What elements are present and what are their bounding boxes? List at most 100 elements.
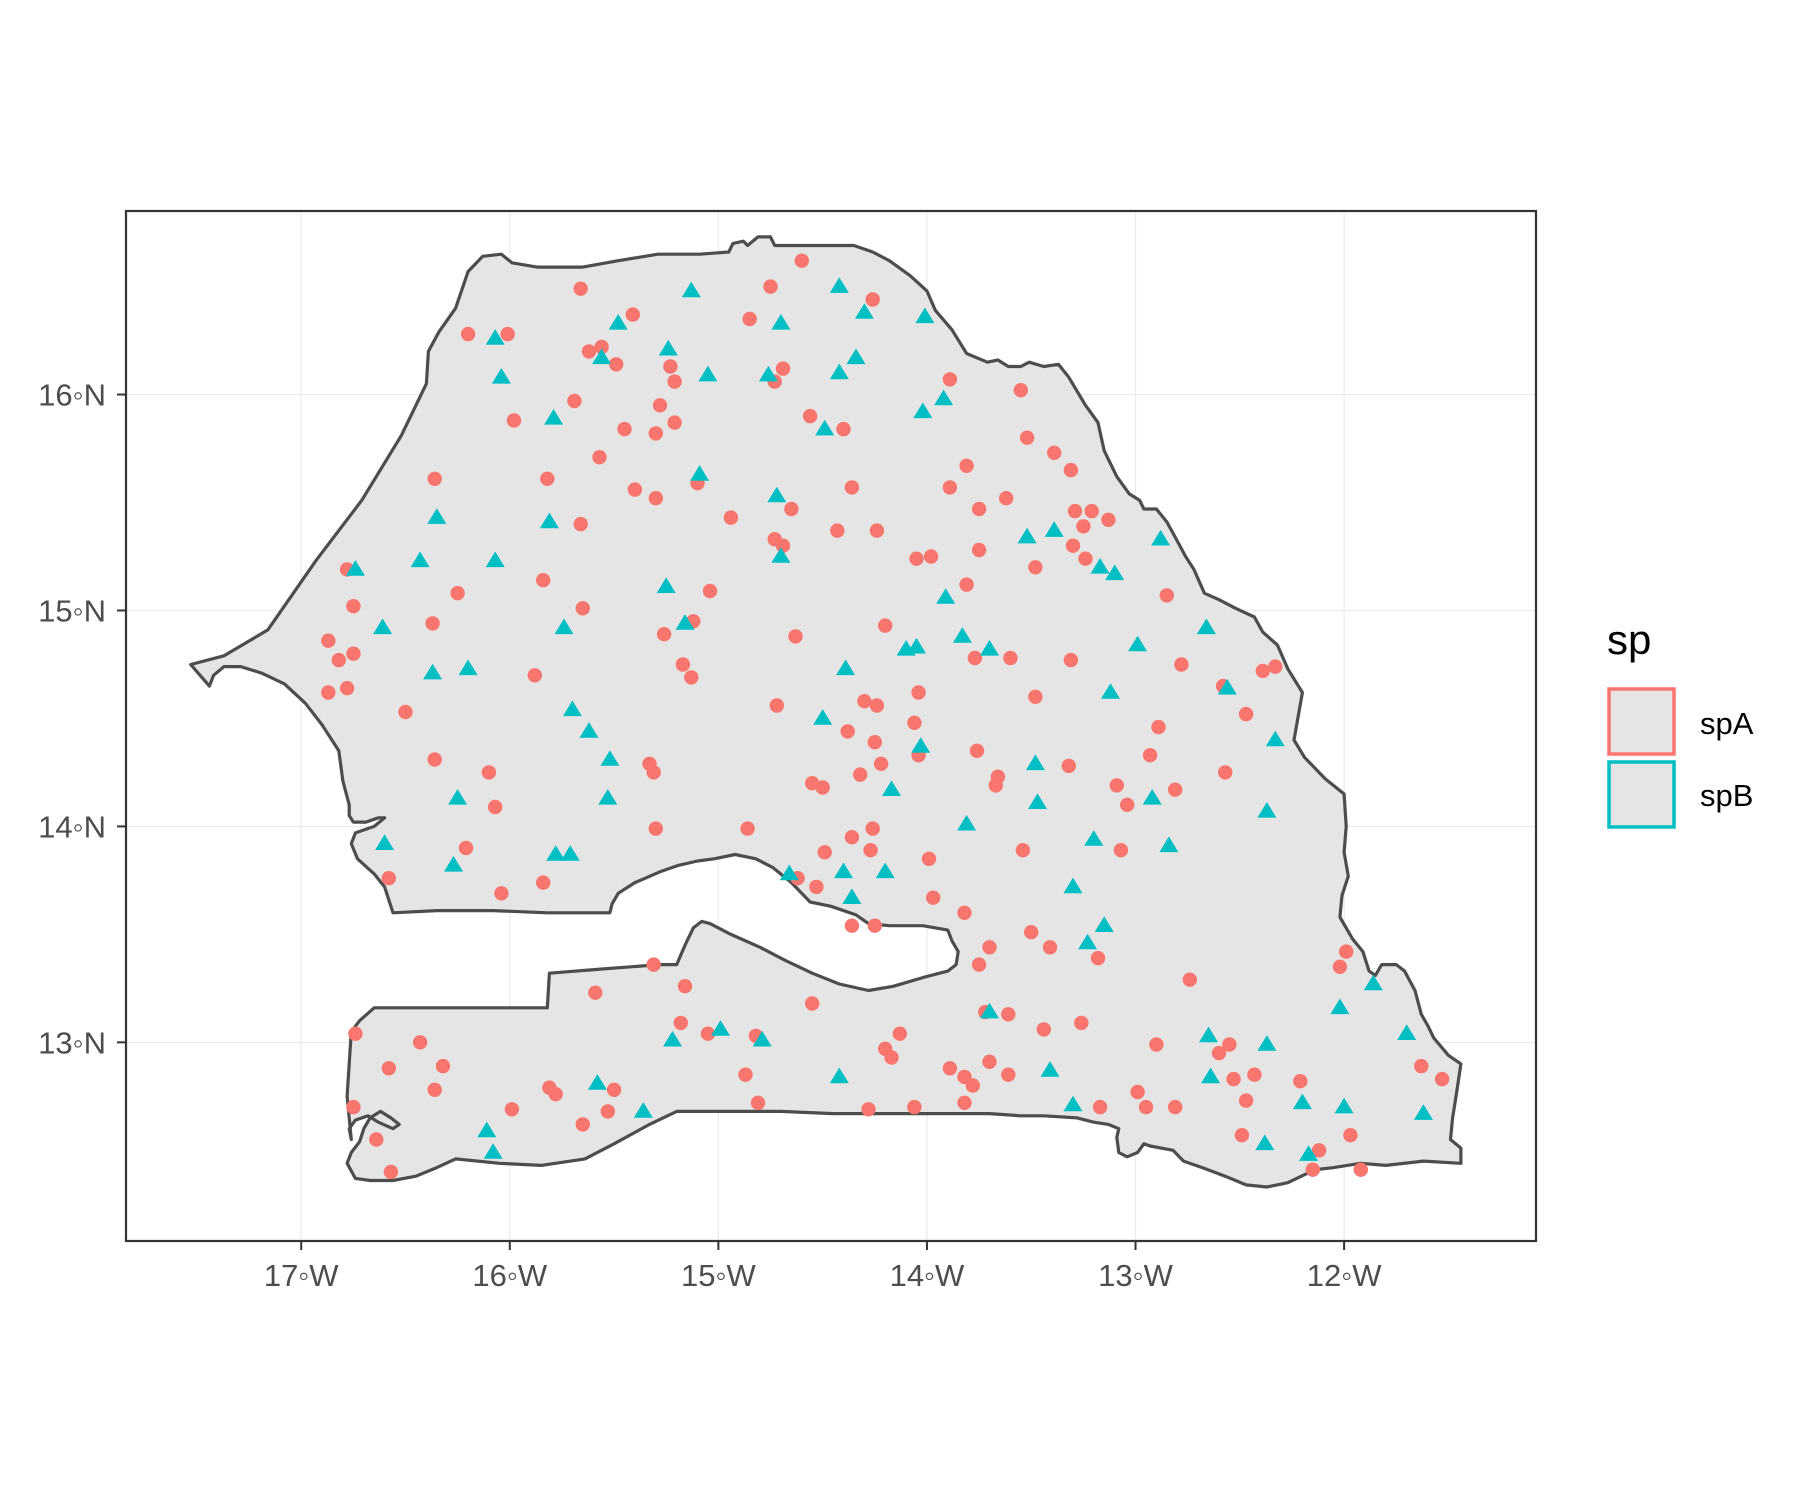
point-spA xyxy=(663,359,678,374)
point-spA xyxy=(788,629,803,644)
point-spA xyxy=(588,985,603,1000)
point-spA xyxy=(1113,843,1129,858)
point-spA xyxy=(506,413,522,428)
point-spB xyxy=(882,780,901,796)
point-spA xyxy=(1063,652,1079,668)
point-spB xyxy=(1128,635,1148,652)
x-tick-label: 16◦W xyxy=(472,1258,547,1293)
point-spA xyxy=(1226,1071,1241,1087)
point-spB xyxy=(483,1143,503,1159)
point-spA xyxy=(878,618,893,633)
point-spA xyxy=(1353,1162,1369,1177)
point-spB xyxy=(896,640,916,656)
point-spA xyxy=(784,501,799,517)
point-spA xyxy=(926,890,941,905)
point-spB xyxy=(952,627,972,643)
point-spA xyxy=(348,1026,363,1041)
point-spB xyxy=(1090,558,1110,574)
point-spA xyxy=(1078,551,1093,566)
point-spB xyxy=(758,365,778,382)
legend-label-spB: spB xyxy=(1700,778,1753,813)
point-spA xyxy=(907,1099,922,1115)
point-spB xyxy=(658,339,678,356)
point-spA xyxy=(809,879,824,895)
point-spA xyxy=(982,1054,997,1070)
point-spA xyxy=(892,1026,907,1041)
point-spA xyxy=(575,1117,590,1132)
point-spB xyxy=(913,402,933,419)
x-tick-label: 12◦W xyxy=(1307,1258,1382,1293)
point-spB xyxy=(829,363,849,380)
point-spA xyxy=(656,627,672,642)
point-spB xyxy=(1105,564,1125,581)
point-spA xyxy=(1013,383,1028,398)
point-spB xyxy=(491,368,511,384)
point-spB xyxy=(815,419,835,436)
point-spA xyxy=(1001,1007,1016,1022)
point-spA xyxy=(435,1058,451,1074)
point-spA xyxy=(750,1095,766,1111)
point-spB xyxy=(554,618,574,635)
point-spA xyxy=(869,523,885,538)
point-spB xyxy=(911,737,931,753)
point-spA xyxy=(684,670,699,685)
point-spB xyxy=(681,281,701,298)
point-spB xyxy=(836,659,856,676)
point-spB xyxy=(546,845,566,861)
point-spA xyxy=(1168,1099,1183,1115)
point-spA xyxy=(1222,1037,1237,1052)
point-spB xyxy=(1413,1104,1433,1120)
x-tick-label: 14◦W xyxy=(890,1258,965,1293)
point-spA xyxy=(1238,706,1254,722)
point-spB xyxy=(771,547,791,563)
point-spB xyxy=(1094,916,1114,932)
point-spB xyxy=(1292,1093,1312,1110)
point-spA xyxy=(805,996,820,1011)
point-spA xyxy=(648,426,663,441)
point-spB xyxy=(934,389,954,406)
point-spB xyxy=(1363,974,1383,991)
point-spA xyxy=(427,752,442,767)
point-spA xyxy=(548,1087,563,1102)
point-spA xyxy=(673,1015,688,1031)
point-spB xyxy=(1084,830,1104,846)
point-spA xyxy=(1268,659,1283,674)
point-spA xyxy=(865,821,880,836)
point-spB xyxy=(875,862,895,879)
point-spA xyxy=(1434,1071,1450,1087)
point-spB xyxy=(1265,730,1285,747)
y-tick-label: 15◦N xyxy=(38,593,106,628)
point-spB xyxy=(1330,998,1350,1015)
point-spA xyxy=(740,821,755,836)
point-spB xyxy=(592,348,612,365)
point-spA xyxy=(1168,782,1183,797)
point-spA xyxy=(1182,972,1198,987)
point-spB xyxy=(698,365,718,382)
point-spA xyxy=(723,510,739,525)
point-spB xyxy=(980,640,999,656)
point-spA xyxy=(1042,940,1058,955)
point-spA xyxy=(1074,1015,1089,1031)
point-spB xyxy=(1299,1145,1319,1161)
point-spA xyxy=(652,398,668,413)
point-spB xyxy=(423,663,443,680)
point-spA xyxy=(609,357,624,372)
point-spB xyxy=(1257,1035,1277,1051)
point-spB xyxy=(767,486,787,503)
point-spB xyxy=(771,314,791,330)
point-spB xyxy=(1217,678,1237,695)
point-spA xyxy=(982,940,997,955)
point-spA xyxy=(857,694,872,709)
point-spA xyxy=(844,830,860,845)
point-spB xyxy=(1078,933,1098,950)
point-spB xyxy=(675,614,695,630)
point-spA xyxy=(567,393,582,409)
point-spA xyxy=(1061,758,1077,774)
point-spB xyxy=(690,465,710,481)
point-spB xyxy=(587,1074,607,1090)
point-spB xyxy=(485,551,505,568)
point-spB xyxy=(600,750,620,766)
point-spA xyxy=(971,501,987,517)
point-spA xyxy=(648,491,663,506)
point-spA xyxy=(625,307,640,322)
